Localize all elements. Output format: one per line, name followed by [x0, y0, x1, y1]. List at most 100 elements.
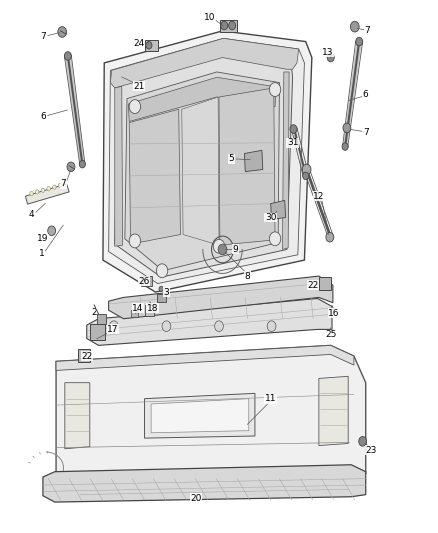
Circle shape [359, 437, 367, 446]
Polygon shape [65, 383, 90, 449]
Text: 30: 30 [265, 213, 276, 222]
Bar [141, 276, 152, 286]
Circle shape [35, 190, 39, 194]
Circle shape [229, 21, 236, 30]
Text: 4: 4 [29, 210, 34, 219]
Text: 11: 11 [265, 394, 276, 403]
Polygon shape [128, 77, 276, 122]
Circle shape [218, 244, 227, 255]
Polygon shape [56, 345, 366, 489]
Circle shape [213, 239, 225, 253]
Polygon shape [43, 465, 366, 502]
Circle shape [269, 83, 281, 96]
Polygon shape [110, 38, 299, 88]
Circle shape [356, 37, 363, 46]
Text: 25: 25 [325, 330, 336, 339]
Text: 6: 6 [40, 112, 46, 120]
Bar [319, 277, 331, 290]
Polygon shape [151, 399, 249, 433]
Circle shape [302, 164, 311, 175]
Text: 10: 10 [204, 13, 215, 21]
Circle shape [30, 191, 33, 196]
Bar [220, 20, 237, 32]
Bar [131, 310, 138, 317]
Polygon shape [319, 376, 348, 446]
Text: 6: 6 [363, 91, 369, 99]
Polygon shape [244, 150, 263, 172]
Circle shape [129, 234, 141, 248]
Circle shape [53, 185, 56, 189]
Text: 20: 20 [191, 494, 202, 503]
Circle shape [48, 226, 56, 236]
Circle shape [326, 232, 334, 242]
Circle shape [159, 286, 163, 292]
Text: 3: 3 [163, 288, 170, 296]
Bar [90, 324, 105, 340]
Text: 8: 8 [244, 272, 251, 280]
Polygon shape [125, 72, 279, 271]
Polygon shape [109, 276, 333, 319]
Polygon shape [283, 72, 289, 249]
Text: 2: 2 [92, 309, 97, 317]
Text: 31: 31 [287, 139, 298, 147]
Polygon shape [103, 31, 312, 292]
Text: 17: 17 [107, 325, 119, 334]
Text: 7: 7 [364, 27, 370, 35]
Circle shape [343, 123, 351, 133]
Polygon shape [25, 184, 69, 204]
Circle shape [110, 321, 118, 332]
Circle shape [162, 321, 171, 332]
Text: 13: 13 [322, 48, 333, 56]
Text: 16: 16 [328, 309, 339, 318]
Circle shape [64, 52, 71, 60]
Circle shape [129, 100, 141, 114]
Text: 12: 12 [313, 192, 325, 200]
Text: 19: 19 [37, 235, 49, 243]
Circle shape [146, 42, 152, 49]
Polygon shape [56, 345, 354, 370]
Circle shape [290, 125, 297, 133]
Circle shape [350, 21, 359, 32]
Circle shape [267, 321, 276, 332]
Circle shape [342, 143, 348, 150]
Polygon shape [109, 38, 304, 284]
Polygon shape [129, 109, 180, 244]
Polygon shape [271, 200, 286, 220]
Polygon shape [87, 298, 332, 345]
Polygon shape [145, 393, 255, 438]
Circle shape [67, 162, 75, 172]
Circle shape [303, 172, 309, 180]
Text: 14: 14 [132, 304, 144, 312]
Text: 26: 26 [138, 277, 149, 286]
Bar [157, 294, 166, 302]
Text: 7: 7 [363, 128, 369, 136]
Bar [145, 40, 158, 51]
Text: 23: 23 [366, 446, 377, 455]
Circle shape [58, 183, 62, 188]
Polygon shape [115, 53, 293, 277]
Polygon shape [115, 86, 123, 246]
Polygon shape [219, 88, 275, 245]
Text: 7: 7 [40, 32, 46, 41]
Circle shape [47, 187, 50, 191]
Circle shape [327, 53, 334, 62]
Bar [145, 305, 154, 316]
Text: 7: 7 [60, 180, 67, 188]
Circle shape [215, 321, 223, 332]
Bar [97, 314, 106, 324]
Text: 9: 9 [233, 245, 239, 254]
Text: 5: 5 [228, 155, 234, 163]
Polygon shape [182, 97, 219, 245]
Circle shape [221, 21, 228, 30]
Text: 24: 24 [134, 39, 145, 48]
Circle shape [41, 188, 45, 192]
Text: 22: 22 [307, 281, 319, 289]
Text: 22: 22 [81, 352, 92, 360]
Text: 21: 21 [134, 82, 145, 91]
Circle shape [79, 160, 85, 168]
Text: 1: 1 [39, 249, 45, 257]
Bar [78, 349, 90, 362]
Circle shape [58, 27, 67, 37]
Text: 18: 18 [147, 304, 158, 312]
Circle shape [156, 264, 168, 278]
